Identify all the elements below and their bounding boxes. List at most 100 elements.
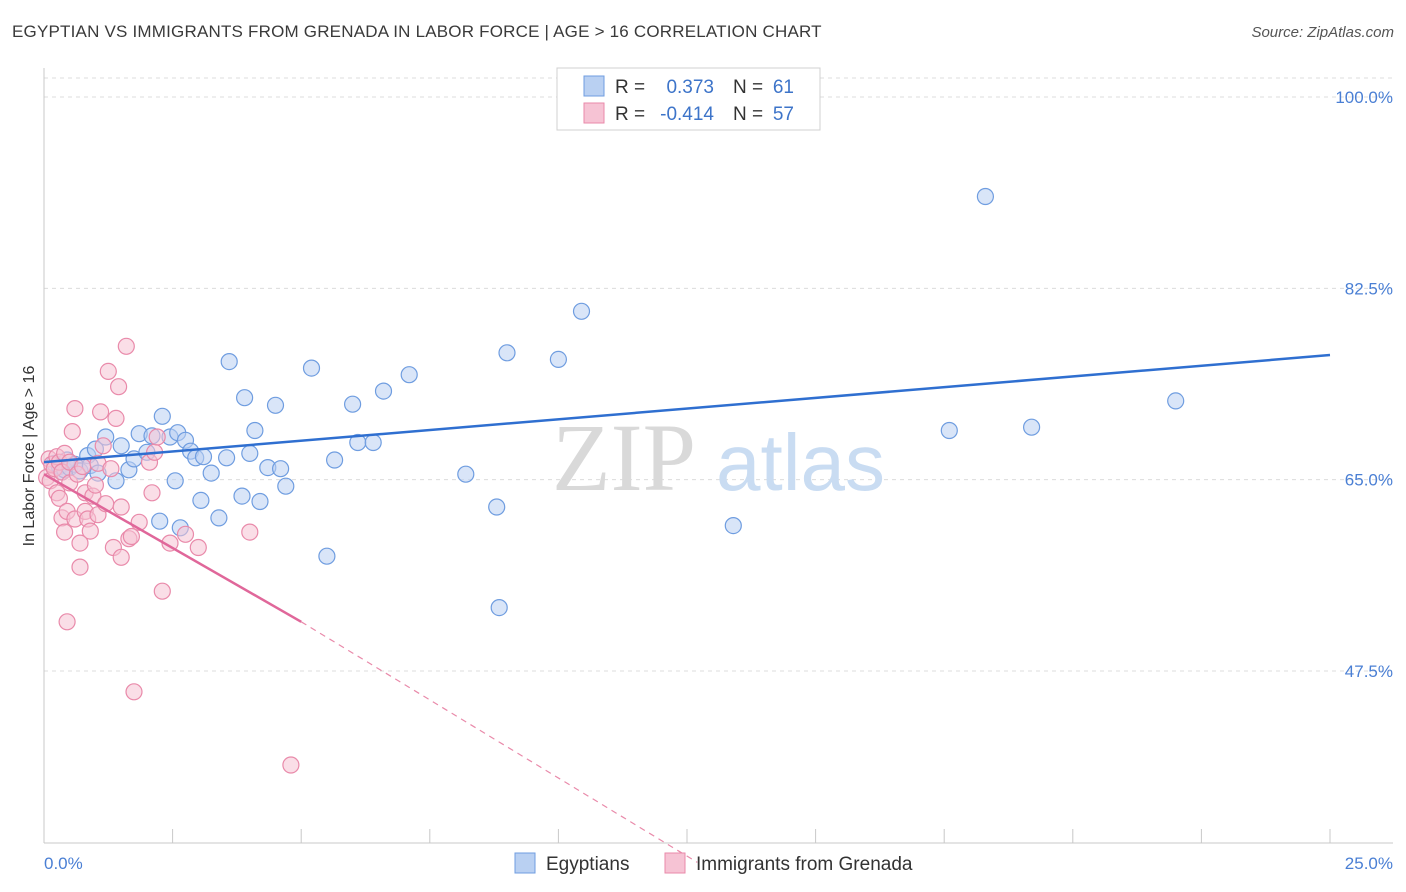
point-grenada (112, 498, 130, 516)
point-grenada (50, 489, 69, 507)
point-egyptians (151, 512, 169, 530)
point-grenada (125, 683, 143, 701)
point-egyptians (302, 359, 321, 377)
stats-n-value-2: 57 (773, 104, 794, 125)
chart-title: EGYPTIAN VS IMMIGRANTS FROM GRENADA IN L… (12, 22, 822, 41)
point-egyptians (374, 382, 393, 400)
point-egyptians (940, 421, 958, 440)
point-egyptians (194, 448, 213, 466)
point-grenada (153, 582, 171, 600)
chart-source: Source: ZipAtlas.com (1251, 24, 1394, 41)
point-egyptians (246, 421, 264, 440)
point-egyptians (1022, 418, 1041, 436)
stats-r-value-2: -0.414 (660, 104, 714, 125)
point-egyptians (233, 487, 251, 505)
point-grenada (189, 538, 207, 557)
stats-n-value-1: 61 (773, 77, 794, 98)
legend-label-egyptians: Egyptians (546, 854, 629, 875)
trend-line-grenada (43, 473, 302, 623)
stats-legend-swatch-grenada (583, 102, 605, 124)
watermark-zip: ZIP (552, 404, 696, 511)
point-egyptians (241, 444, 259, 462)
point-grenada (63, 423, 81, 441)
point-egyptians (277, 477, 295, 495)
point-egyptians (153, 407, 171, 425)
y-tick-label: 47.5% (1345, 662, 1393, 681)
stats-n-label-2: N = (733, 104, 763, 125)
point-egyptians (166, 472, 184, 490)
point-egyptians (498, 344, 516, 362)
y-axis-title: In Labor Force | Age > 16 (21, 366, 38, 547)
stats-legend-swatch-egyptians (583, 75, 605, 97)
stats-legend: R = 0.373 N = 61 R = -0.414 N = 57 (556, 67, 821, 131)
point-egyptians (490, 598, 508, 617)
point-egyptians (488, 498, 506, 516)
point-egyptians (572, 302, 591, 320)
legend-swatch-grenada (664, 852, 686, 874)
y-tick-label: 65.0% (1345, 471, 1393, 490)
point-grenada (143, 484, 161, 502)
stats-r-label-1: R = (615, 77, 645, 98)
point-grenada (81, 522, 99, 540)
point-egyptians (326, 451, 344, 469)
legend-label-grenada: Immigrants from Grenada (696, 854, 913, 875)
trend-line-egyptians (43, 353, 1331, 464)
point-egyptians (236, 389, 254, 407)
point-grenada (282, 756, 300, 774)
point-grenada (122, 527, 140, 546)
point-egyptians (344, 395, 362, 413)
point-egyptians (202, 464, 220, 482)
point-grenada (107, 409, 125, 427)
point-grenada (71, 534, 89, 552)
point-grenada (91, 403, 110, 421)
point-grenada (112, 548, 130, 566)
y-tick-labels: 47.5% 65.0% 82.5% 100.0% (1335, 88, 1393, 681)
point-egyptians (400, 366, 418, 384)
x-tick-label-max: 25.0% (1345, 854, 1393, 873)
stats-n-label-1: N = (733, 77, 763, 98)
point-egyptians (112, 437, 130, 455)
point-egyptians (251, 492, 269, 511)
point-grenada (71, 558, 89, 576)
point-grenada (73, 457, 92, 476)
x-tick-label-min: 0.0% (44, 854, 83, 873)
y-tick-label: 82.5% (1345, 279, 1393, 298)
point-grenada (109, 378, 128, 396)
trend-line-grenada-extension (300, 621, 698, 863)
point-egyptians (210, 509, 228, 527)
point-egyptians (549, 350, 568, 368)
point-egyptians (220, 353, 238, 371)
bottom-legend: Egyptians Immigrants from Grenada (514, 852, 913, 875)
stats-r-label-2: R = (615, 104, 645, 125)
point-egyptians (266, 396, 285, 414)
point-grenada (117, 337, 135, 355)
point-grenada (66, 400, 84, 418)
point-grenada (241, 523, 259, 541)
point-grenada (102, 460, 120, 478)
point-egyptians (457, 465, 475, 483)
point-egyptians (318, 547, 336, 565)
point-egyptians (192, 491, 210, 509)
data-points (37, 187, 1185, 774)
point-grenada (94, 437, 112, 455)
point-egyptians (976, 187, 995, 206)
point-grenada (86, 476, 105, 494)
point-grenada (176, 525, 195, 543)
legend-swatch-egyptians (514, 852, 536, 874)
point-egyptians (218, 449, 236, 467)
point-egyptians (1167, 392, 1185, 410)
gridlines (44, 77, 1393, 672)
point-egyptians (364, 433, 382, 452)
trend-lines (43, 353, 1331, 863)
point-grenada (99, 362, 117, 380)
y-tick-label: 100.0% (1335, 88, 1393, 107)
point-grenada (55, 523, 74, 541)
stats-r-value-1: 0.373 (666, 77, 714, 98)
point-grenada (148, 428, 166, 446)
watermark: ZIP atlas (552, 404, 885, 511)
point-egyptians (724, 516, 742, 535)
point-grenada (58, 613, 76, 631)
point-egyptians (272, 460, 290, 478)
watermark-atlas: atlas (716, 418, 885, 507)
